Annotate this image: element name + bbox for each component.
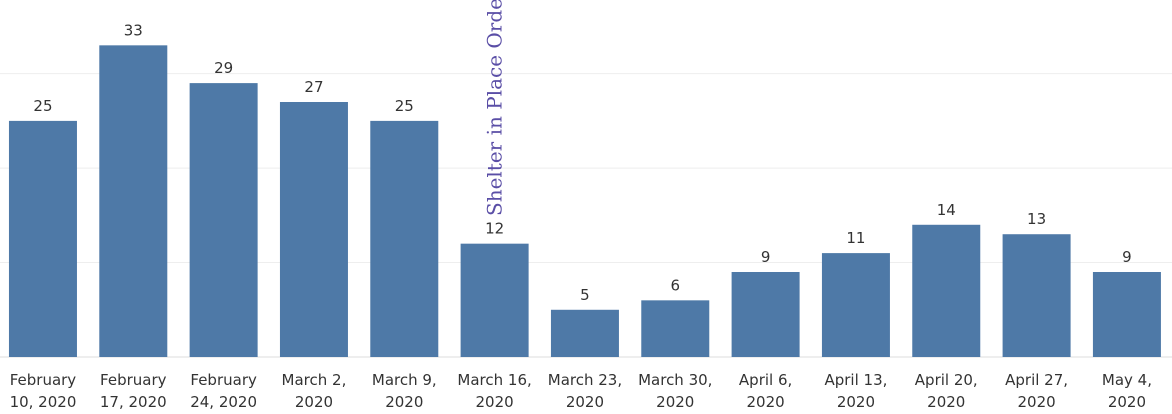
x-tick-line: 2020 — [747, 393, 785, 411]
x-tick-label: April 20, 2020 — [915, 371, 978, 411]
bar — [8, 120, 77, 357]
x-tick-line: 2020 — [566, 393, 604, 411]
bar — [641, 300, 710, 357]
x-tick-label: February 17, 2020 — [100, 371, 167, 411]
x-tick-label: February 24, 2020 — [190, 371, 257, 411]
x-tick-label: March 23, 2020 — [548, 371, 622, 411]
x-tick-line: February — [190, 371, 257, 389]
data-label: 25 — [395, 97, 414, 115]
x-tick-label: March 30, 2020 — [638, 371, 712, 411]
x-tick-line: April 20, — [915, 371, 978, 389]
x-tick-label: March 9, 2020 — [372, 371, 437, 411]
x-tick-line: April 6, — [739, 371, 792, 389]
bar — [731, 272, 800, 357]
bar — [189, 83, 258, 357]
bar — [460, 243, 529, 357]
data-label: 12 — [485, 220, 504, 238]
bar — [370, 120, 439, 357]
data-label: 11 — [846, 229, 865, 247]
data-label: 6 — [671, 276, 681, 294]
x-tick-line: 24, 2020 — [190, 393, 257, 411]
x-tick-line: April 13, — [824, 371, 887, 389]
x-tick-line: March 30, — [638, 371, 712, 389]
x-tick-line: 2020 — [927, 393, 965, 411]
x-tick-label: April 6, 2020 — [739, 371, 792, 411]
data-label: 14 — [937, 201, 956, 219]
x-tick-line: March 23, — [548, 371, 622, 389]
x-tick-label: February 10, 2020 — [10, 371, 77, 411]
bar — [1002, 234, 1071, 357]
data-label: 9 — [1122, 248, 1132, 266]
x-tick-line: 2020 — [385, 393, 423, 411]
data-label: 29 — [214, 59, 233, 77]
x-tick-label: May 4, 2020 — [1102, 371, 1152, 411]
annotation: Shelter in Place Order — [483, 0, 507, 216]
data-label: 25 — [33, 97, 52, 115]
x-tick-line: 2020 — [1018, 393, 1056, 411]
bar — [99, 45, 168, 357]
x-tick-line: 2020 — [295, 393, 333, 411]
bar — [279, 102, 348, 357]
data-label: 13 — [1027, 210, 1046, 228]
x-tick-line: 2020 — [837, 393, 875, 411]
x-tick-line: 2020 — [1108, 393, 1146, 411]
x-tick-label: April 13, 2020 — [824, 371, 887, 411]
bar — [821, 253, 890, 357]
x-tick-line: May 4, — [1102, 371, 1152, 389]
x-tick-line: April 27, — [1005, 371, 1068, 389]
x-tick-line: 2020 — [476, 393, 514, 411]
bar — [1092, 272, 1161, 357]
data-label: 27 — [304, 78, 323, 96]
x-tick-line: February — [100, 371, 167, 389]
x-tick-line: 2020 — [656, 393, 694, 411]
x-tick-label: April 27, 2020 — [1005, 371, 1068, 411]
x-tick-line: March 16, — [457, 371, 531, 389]
x-tick-line: March 9, — [372, 371, 437, 389]
x-tick-label: March 16, 2020 — [457, 371, 531, 411]
x-tick-line: February — [10, 371, 77, 389]
x-tick-line: 10, 2020 — [10, 393, 77, 411]
x-tick-label: March 2, 2020 — [282, 371, 347, 411]
bar — [912, 224, 981, 357]
x-tick-line: 17, 2020 — [100, 393, 167, 411]
bar — [550, 309, 619, 357]
data-label: 9 — [761, 248, 771, 266]
data-label: 33 — [124, 21, 143, 39]
x-tick-line: March 2, — [282, 371, 347, 389]
data-label: 5 — [580, 286, 590, 304]
